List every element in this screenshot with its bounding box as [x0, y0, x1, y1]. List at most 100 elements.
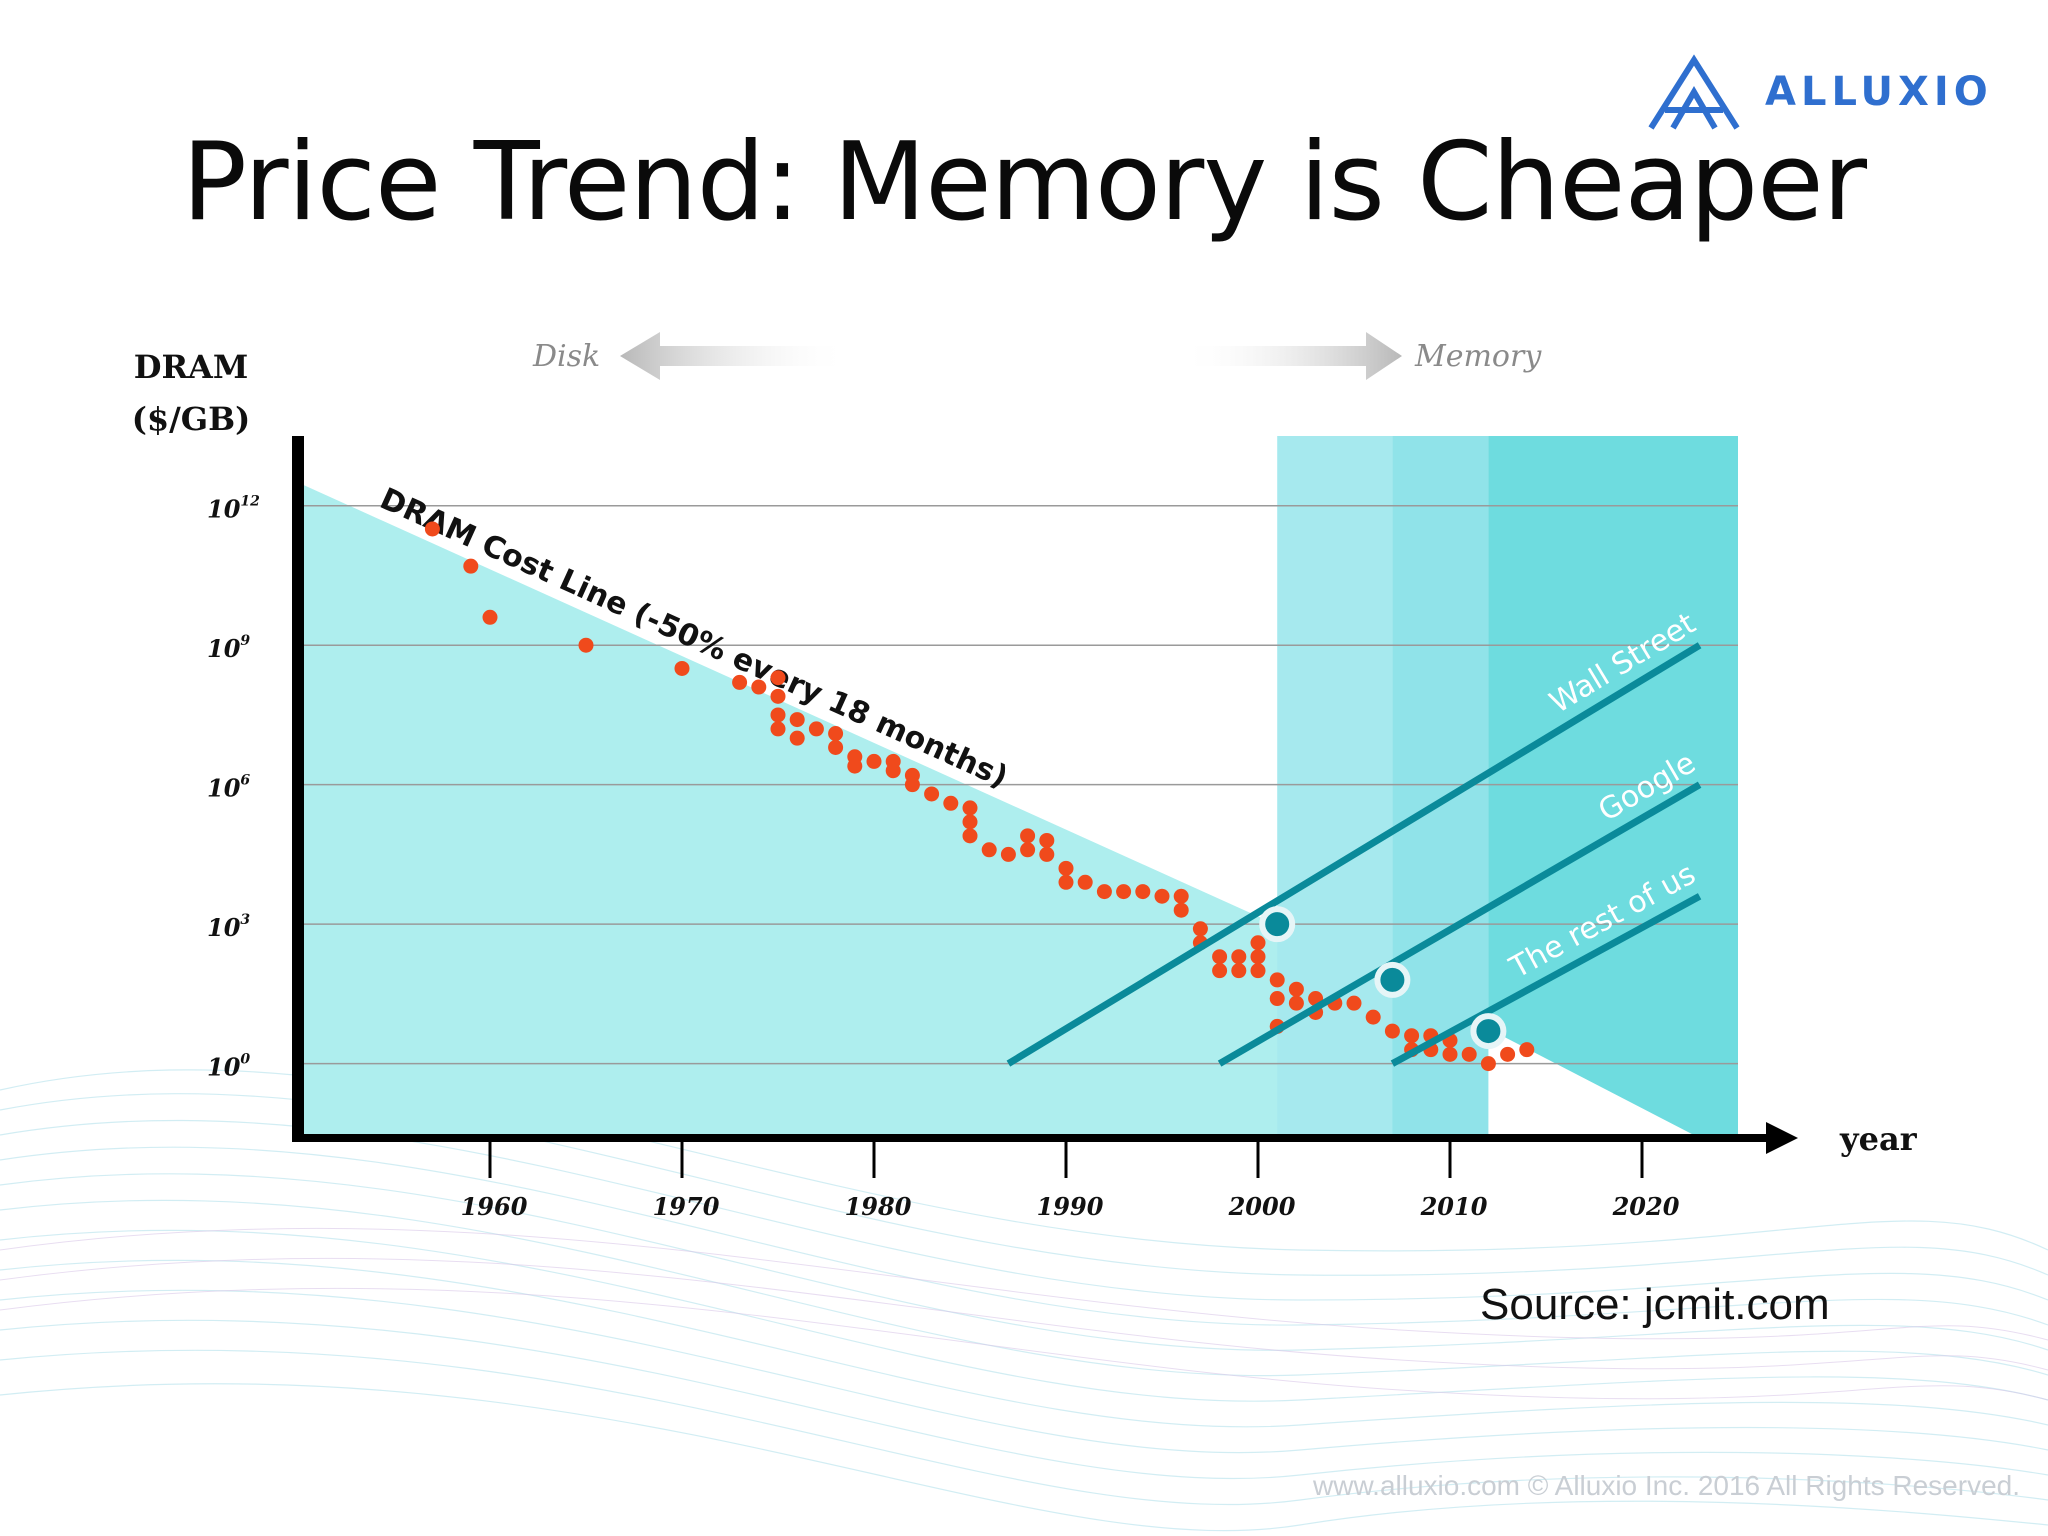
data-point — [1039, 846, 1055, 862]
alluxio-logo-icon — [1648, 54, 1740, 130]
data-point — [1116, 884, 1132, 900]
x-tick-label: 1970 — [653, 1192, 720, 1221]
adoption-line-2 — [1390, 893, 1702, 1067]
y-tick-exponent: 3 — [240, 912, 250, 928]
data-point — [1346, 995, 1362, 1011]
data-point — [732, 674, 748, 690]
x-axis-label: year — [1839, 1120, 1918, 1158]
data-point — [578, 637, 594, 653]
data-point — [1020, 828, 1036, 844]
data-point — [770, 688, 786, 704]
logo-text: ALLUXIO — [1765, 69, 1993, 115]
data-point — [1288, 995, 1304, 1011]
memory-arrow-icon — [1180, 332, 1402, 380]
data-point — [1173, 902, 1189, 918]
data-point — [770, 707, 786, 723]
data-point — [1173, 888, 1189, 904]
data-point — [674, 660, 690, 676]
data-point — [751, 679, 767, 695]
y-axis-label: DRAM — [134, 348, 249, 386]
data-point — [866, 753, 882, 769]
y-tick-exponent: 6 — [240, 773, 250, 789]
data-point — [962, 814, 978, 830]
data-point — [482, 609, 498, 625]
x-axis-arrowhead — [1766, 1122, 1798, 1154]
y-tick-exponent: 0 — [240, 1052, 250, 1068]
data-point — [1212, 963, 1228, 979]
data-point — [1000, 846, 1016, 862]
data-point — [1058, 860, 1074, 876]
data-point — [770, 670, 786, 686]
y-tick-label: 100 — [207, 1052, 250, 1082]
data-point — [1461, 1046, 1477, 1062]
data-point — [828, 739, 844, 755]
disk-label: Disk — [532, 339, 600, 374]
data-point — [904, 777, 920, 793]
data-point — [1519, 1042, 1535, 1058]
data-point — [1365, 1009, 1381, 1025]
x-tick-label: 1990 — [1037, 1192, 1104, 1221]
data-point — [1384, 1023, 1400, 1039]
data-point — [1096, 884, 1112, 900]
y-tick-label: 1012 — [207, 494, 260, 524]
data-point — [1250, 963, 1266, 979]
data-point — [1154, 888, 1170, 904]
data-point — [981, 842, 997, 858]
x-tick-label: 2020 — [1612, 1192, 1680, 1221]
data-point — [1269, 991, 1285, 1007]
adoption-line-1 — [1217, 781, 1702, 1067]
below-line-white — [1488, 1028, 1700, 1138]
crossing-marker — [1470, 1013, 1507, 1050]
data-point — [1231, 949, 1247, 965]
data-point — [1135, 884, 1151, 900]
data-point — [885, 763, 901, 779]
disk-arrow-icon — [620, 332, 850, 380]
y-tick-label: 103 — [207, 912, 250, 942]
data-point — [770, 721, 786, 737]
data-point — [943, 795, 959, 811]
slide-title: Price Trend: Memory is Cheaper — [181, 120, 1867, 245]
adoption-line-0 — [1006, 642, 1702, 1067]
data-point — [1480, 1056, 1496, 1072]
data-point — [1404, 1028, 1420, 1044]
alluxio-logo: ALLUXIO — [1645, 52, 1993, 132]
data-point — [424, 521, 440, 537]
data-point — [1442, 1046, 1458, 1062]
y-tick-label: 106 — [207, 773, 250, 803]
shaded-region-0 — [1277, 436, 1393, 1138]
data-point — [1250, 935, 1266, 951]
x-tick-label: 1960 — [461, 1192, 528, 1221]
data-point — [463, 558, 479, 574]
data-point — [1288, 981, 1304, 997]
y-tick-label: 109 — [207, 633, 250, 663]
data-point — [1077, 874, 1093, 890]
data-point — [1500, 1046, 1516, 1062]
data-point — [1058, 874, 1074, 890]
data-point — [1250, 949, 1266, 965]
data-point — [962, 800, 978, 816]
data-point — [1212, 949, 1228, 965]
y-tick-exponent: 9 — [240, 633, 250, 649]
source-caption: Source: jcmit.com — [1480, 1280, 1830, 1329]
memory-label: Memory — [1414, 339, 1542, 374]
x-tick-label: 2000 — [1228, 1192, 1296, 1221]
y-axis-label: ($/GB) — [132, 400, 251, 438]
data-point — [808, 721, 824, 737]
y-tick-exponent: 12 — [240, 494, 260, 510]
x-tick-label: 2010 — [1420, 1192, 1488, 1221]
data-point — [924, 786, 940, 802]
data-point — [962, 828, 978, 844]
x-tick-label: 1980 — [845, 1192, 912, 1221]
data-point — [1192, 921, 1208, 937]
crossing-marker — [1259, 906, 1296, 943]
data-point — [789, 712, 805, 728]
data-point — [1269, 972, 1285, 988]
data-point — [1020, 842, 1036, 858]
crossing-marker — [1374, 961, 1411, 998]
data-point — [1231, 963, 1247, 979]
data-point — [828, 726, 844, 742]
data-point — [789, 730, 805, 746]
data-point — [847, 758, 863, 774]
